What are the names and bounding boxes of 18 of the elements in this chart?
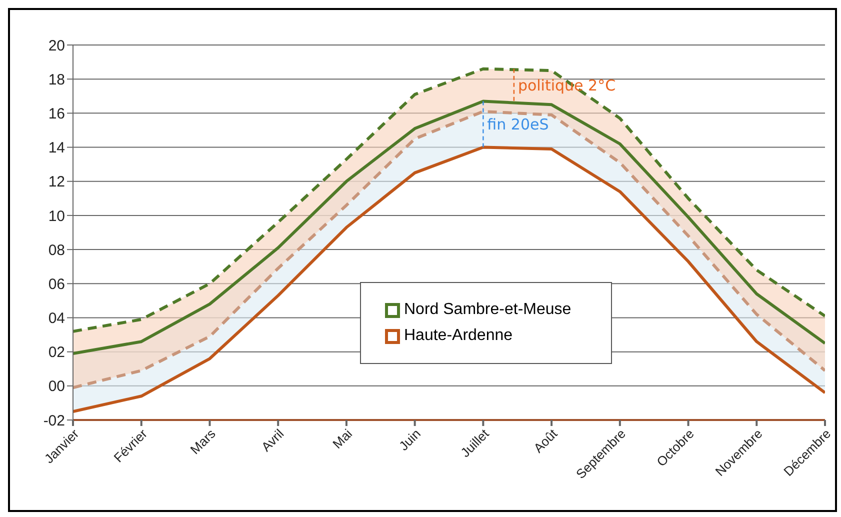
annotation: fin 20eS (487, 116, 549, 134)
y-tick-label: 14 (48, 140, 65, 157)
y-tick-label: 00 (48, 378, 65, 396)
y-tick-label: 12 (48, 174, 65, 191)
y-tick-label: 08 (48, 242, 65, 259)
y-tick-label: 06 (48, 276, 65, 293)
y-tick-label: 18 (48, 71, 65, 88)
annotation: politique 2°C (518, 76, 616, 94)
legend-label: Nord Sambre-et-Meuse (404, 301, 572, 319)
x-tick-label: Juin (396, 426, 424, 454)
y-tick-label: 20 (48, 37, 65, 54)
y-tick-label: 10 (48, 208, 65, 225)
y-tick-label: 04 (48, 310, 65, 328)
y-tick-label: 16 (48, 106, 65, 123)
y-tick-label: -02 (43, 412, 65, 430)
legend-label: Haute-Ardenne (404, 327, 513, 345)
y-tick-label: 02 (48, 344, 65, 362)
x-tick-label: Mai (330, 426, 356, 452)
